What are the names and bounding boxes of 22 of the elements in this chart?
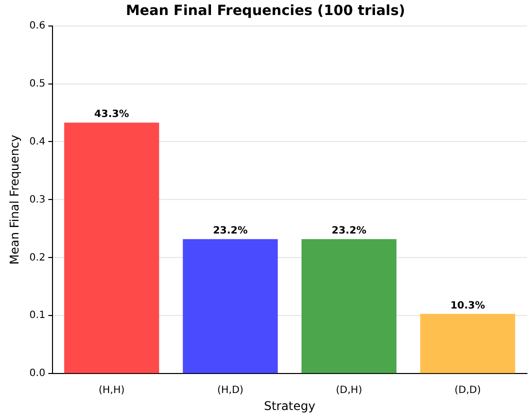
y-tick-label: 0.0: [29, 368, 46, 380]
y-tick-label: 0.3: [29, 194, 46, 206]
x-tick-label: (H,H): [98, 385, 125, 396]
y-axis-title: Mean Final Frequency: [7, 134, 22, 265]
bar: [420, 314, 516, 374]
chart-title: Mean Final Frequencies (100 trials): [126, 3, 406, 20]
bar: [182, 239, 278, 374]
y-tick-label: 0.6: [29, 20, 46, 32]
data-label: 23.2%: [212, 226, 248, 237]
data-label: 23.2%: [332, 226, 366, 237]
y-tick-label: 0.5: [29, 78, 46, 90]
y-tick-label: 0.2: [29, 252, 46, 264]
y-tick-label: 0.1: [29, 310, 46, 322]
x-tick-label: (H,D): [217, 385, 244, 396]
data-label: 10.3%: [450, 300, 486, 312]
x-axis-title: Strategy: [264, 398, 316, 413]
data-label: 43.3%: [94, 109, 129, 120]
y-tick-label: 0.4: [29, 136, 46, 148]
bar: [302, 239, 396, 374]
x-tick-label: (D,D): [454, 385, 481, 396]
x-tick-label: (D,H): [336, 385, 362, 396]
bar: [64, 122, 160, 374]
